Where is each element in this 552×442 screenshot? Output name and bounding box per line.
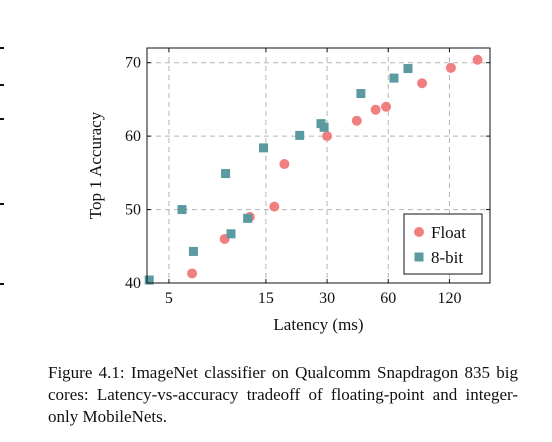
y-tick-label: 40 <box>125 275 141 292</box>
margin-mark <box>0 203 4 205</box>
legend-label: 8-bit <box>431 248 463 267</box>
float-point <box>351 115 362 126</box>
margin-mark <box>0 47 4 49</box>
legend-box <box>403 213 483 275</box>
plot-frame <box>146 47 491 284</box>
int8-point <box>403 64 413 74</box>
float-point <box>322 131 333 142</box>
float-point <box>417 78 428 89</box>
legend: Float 8-bit <box>403 213 483 275</box>
int8-point <box>144 275 154 285</box>
float-point <box>269 201 280 212</box>
data-points <box>144 54 483 285</box>
legend-float-marker <box>414 227 424 237</box>
float-point <box>370 104 381 115</box>
int8-point <box>356 89 366 99</box>
int8-point <box>295 130 305 140</box>
float-point <box>187 268 198 279</box>
y-axis-label: Top 1 Accuracy <box>86 111 105 219</box>
int8-point <box>177 205 187 215</box>
figure-caption: Figure 4.1: ImageNet classifier on Qualc… <box>48 363 518 426</box>
x-tick-label: 60 <box>380 290 396 307</box>
int8-point <box>221 169 231 179</box>
legend-int8-marker <box>414 252 424 262</box>
int8-point <box>389 73 399 83</box>
int8-point <box>319 122 329 132</box>
margin-mark <box>0 84 4 86</box>
float-point <box>472 54 483 65</box>
int8-point <box>243 213 253 223</box>
axis-ticks: 5 15 30 60 120 40 50 60 70 <box>125 48 490 307</box>
y-tick-label: 60 <box>125 128 141 145</box>
margin-mark <box>0 283 4 285</box>
int8-point <box>226 229 236 239</box>
int8-point <box>259 143 269 153</box>
float-point <box>381 101 392 112</box>
x-tick-label: 120 <box>437 290 461 307</box>
x-tick-label: 30 <box>319 290 335 307</box>
y-tick-label: 70 <box>125 55 141 72</box>
x-axis-label: Latency (ms) <box>273 315 363 334</box>
int8-point <box>188 246 198 256</box>
y-tick-label: 50 <box>125 202 141 219</box>
legend-label: Float <box>431 223 466 242</box>
float-point <box>279 159 290 170</box>
scatter-chart: 5 15 30 60 120 40 50 60 70 Latency (ms) Top 1 Ac… <box>86 47 491 334</box>
x-tick-label: 15 <box>258 290 274 307</box>
margin-mark <box>0 118 4 120</box>
x-tick-label: 5 <box>165 290 173 307</box>
float-point <box>445 62 456 73</box>
